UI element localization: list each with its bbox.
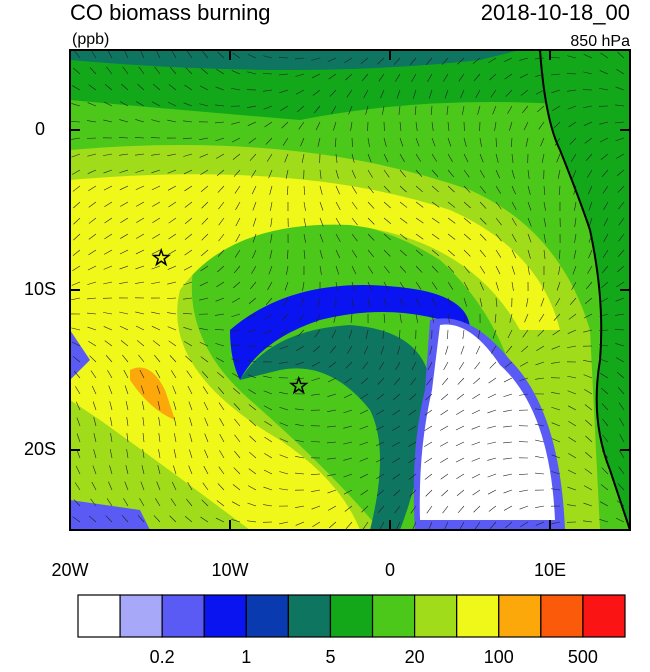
colorbar-swatch [330, 595, 372, 637]
field [70, 50, 630, 530]
colorbar-label: 5 [325, 647, 335, 667]
colorbar-swatch [499, 595, 541, 637]
colorbar-swatch [457, 595, 499, 637]
colorbar-swatch [162, 595, 204, 637]
colorbar-swatch [415, 595, 457, 637]
colorbar-swatch [78, 595, 120, 637]
colorbar-swatch [541, 595, 583, 637]
colorbar-label: 500 [568, 647, 598, 667]
x-tick-label: 10W [211, 560, 248, 580]
title: CO biomass burning [70, 0, 271, 25]
y-tick-label: 10S [24, 279, 56, 299]
y-tick-label: 20S [24, 439, 56, 459]
colorbar-swatch [120, 595, 162, 637]
colorbar-label: 1 [241, 647, 251, 667]
level: 850 hPa [570, 33, 630, 50]
colorbar-swatch [373, 595, 415, 637]
colorbar-swatch [246, 595, 288, 637]
x-tick-label: 0 [385, 560, 395, 580]
y-tick-label: 0 [35, 119, 45, 139]
date: 2018-10-18_00 [481, 0, 630, 25]
x-tick-label: 20W [51, 560, 88, 580]
colorbar-label: 20 [405, 647, 425, 667]
colorbar-label: 100 [484, 647, 514, 667]
colorbar-swatch [583, 595, 625, 637]
colorbar-swatch [204, 595, 246, 637]
colorbar-swatch [288, 595, 330, 637]
colorbar-label: 0.2 [150, 647, 175, 667]
x-tick-label: 10E [534, 560, 566, 580]
units: (ppb) [72, 31, 109, 48]
